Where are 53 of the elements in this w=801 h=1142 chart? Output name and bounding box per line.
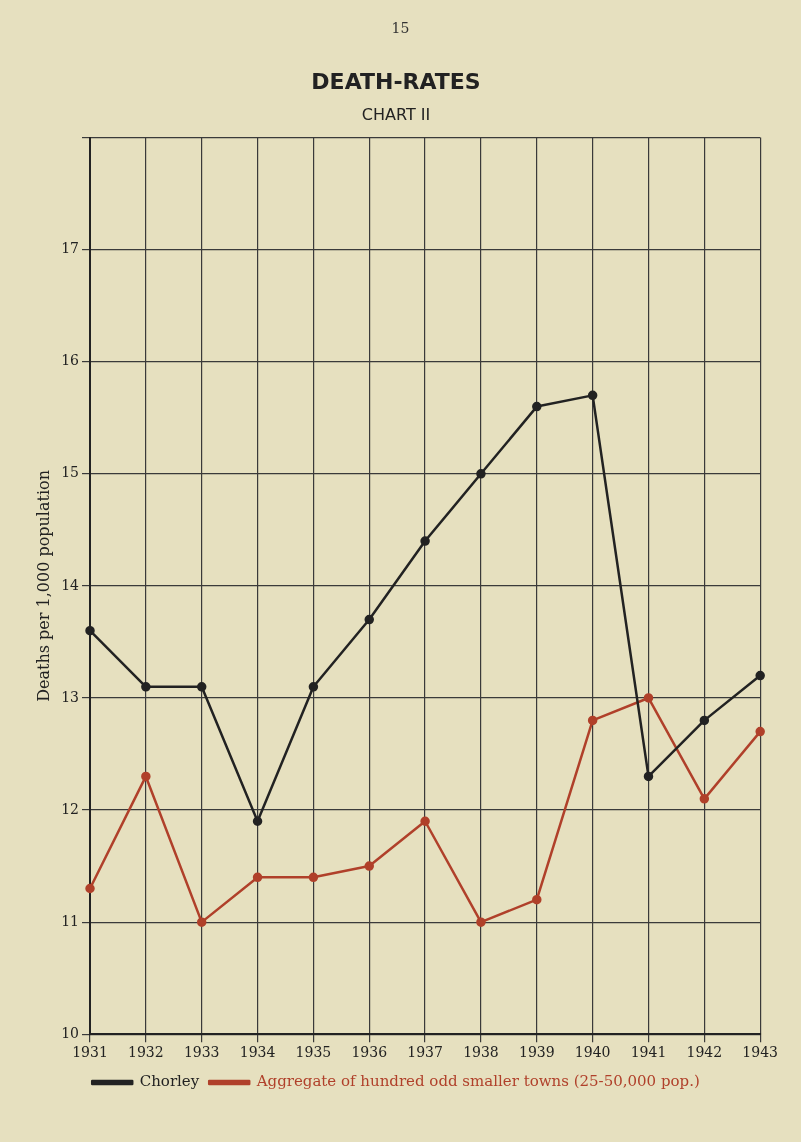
point — [419, 816, 430, 827]
point — [643, 771, 653, 782]
chart-subtitle: CHART II — [361, 105, 430, 125]
point — [252, 872, 262, 883]
point — [308, 872, 318, 883]
point — [196, 682, 206, 692]
point — [531, 401, 542, 412]
x-tick-label: 1932 — [127, 1044, 164, 1061]
point — [364, 614, 374, 625]
point — [196, 917, 206, 927]
x-tick-label: 1940 — [574, 1044, 610, 1061]
y-tick-label: 13 — [60, 688, 79, 705]
x-tick-label: 1938 — [462, 1044, 499, 1061]
x-tick-label: 1937 — [406, 1044, 443, 1061]
point — [252, 816, 262, 827]
y-tick-label: 16 — [60, 352, 79, 369]
x-tick-label: 1941 — [630, 1044, 666, 1061]
point — [419, 536, 430, 546]
point — [587, 390, 597, 401]
legend-label: Chorley — [139, 1072, 200, 1091]
point — [643, 693, 653, 703]
point — [587, 715, 597, 726]
point — [699, 794, 709, 804]
text: 15 — [390, 20, 411, 36]
x-tick-label: 1939 — [518, 1044, 555, 1061]
chart-title: DEATH-RATES — [310, 68, 481, 94]
point — [364, 861, 374, 871]
y-tick-label: 15 — [60, 464, 79, 481]
y-tick-label: 17 — [60, 240, 79, 257]
point — [531, 894, 542, 905]
x-tick-label: 1942 — [686, 1044, 722, 1061]
y-tick-label: 14 — [60, 576, 79, 593]
point — [475, 917, 486, 927]
y-tick-label: 10 — [60, 1024, 79, 1041]
legend-label: Aggregate of hundred odd smaller towns (25-50,000 pop.) — [255, 1072, 700, 1091]
point — [754, 670, 765, 681]
point — [754, 726, 765, 737]
x-tick-label: 1935 — [295, 1044, 331, 1061]
point — [475, 469, 486, 479]
y-axis-title: Deaths per 1,000 population — [33, 470, 53, 702]
point — [140, 771, 151, 782]
point — [84, 883, 95, 894]
point — [140, 682, 151, 692]
x-tick-label: 1936 — [350, 1044, 387, 1061]
x-tick-label: 1931 — [71, 1044, 108, 1061]
y-tick-label: 12 — [60, 800, 79, 817]
x-tick-label: 1934 — [239, 1044, 275, 1061]
point — [84, 625, 95, 636]
point — [699, 715, 709, 726]
y-tick-label: 11 — [60, 912, 79, 929]
x-tick-label: 1933 — [183, 1044, 220, 1061]
point — [308, 682, 318, 692]
x-tick-label: 1943 — [741, 1044, 778, 1061]
